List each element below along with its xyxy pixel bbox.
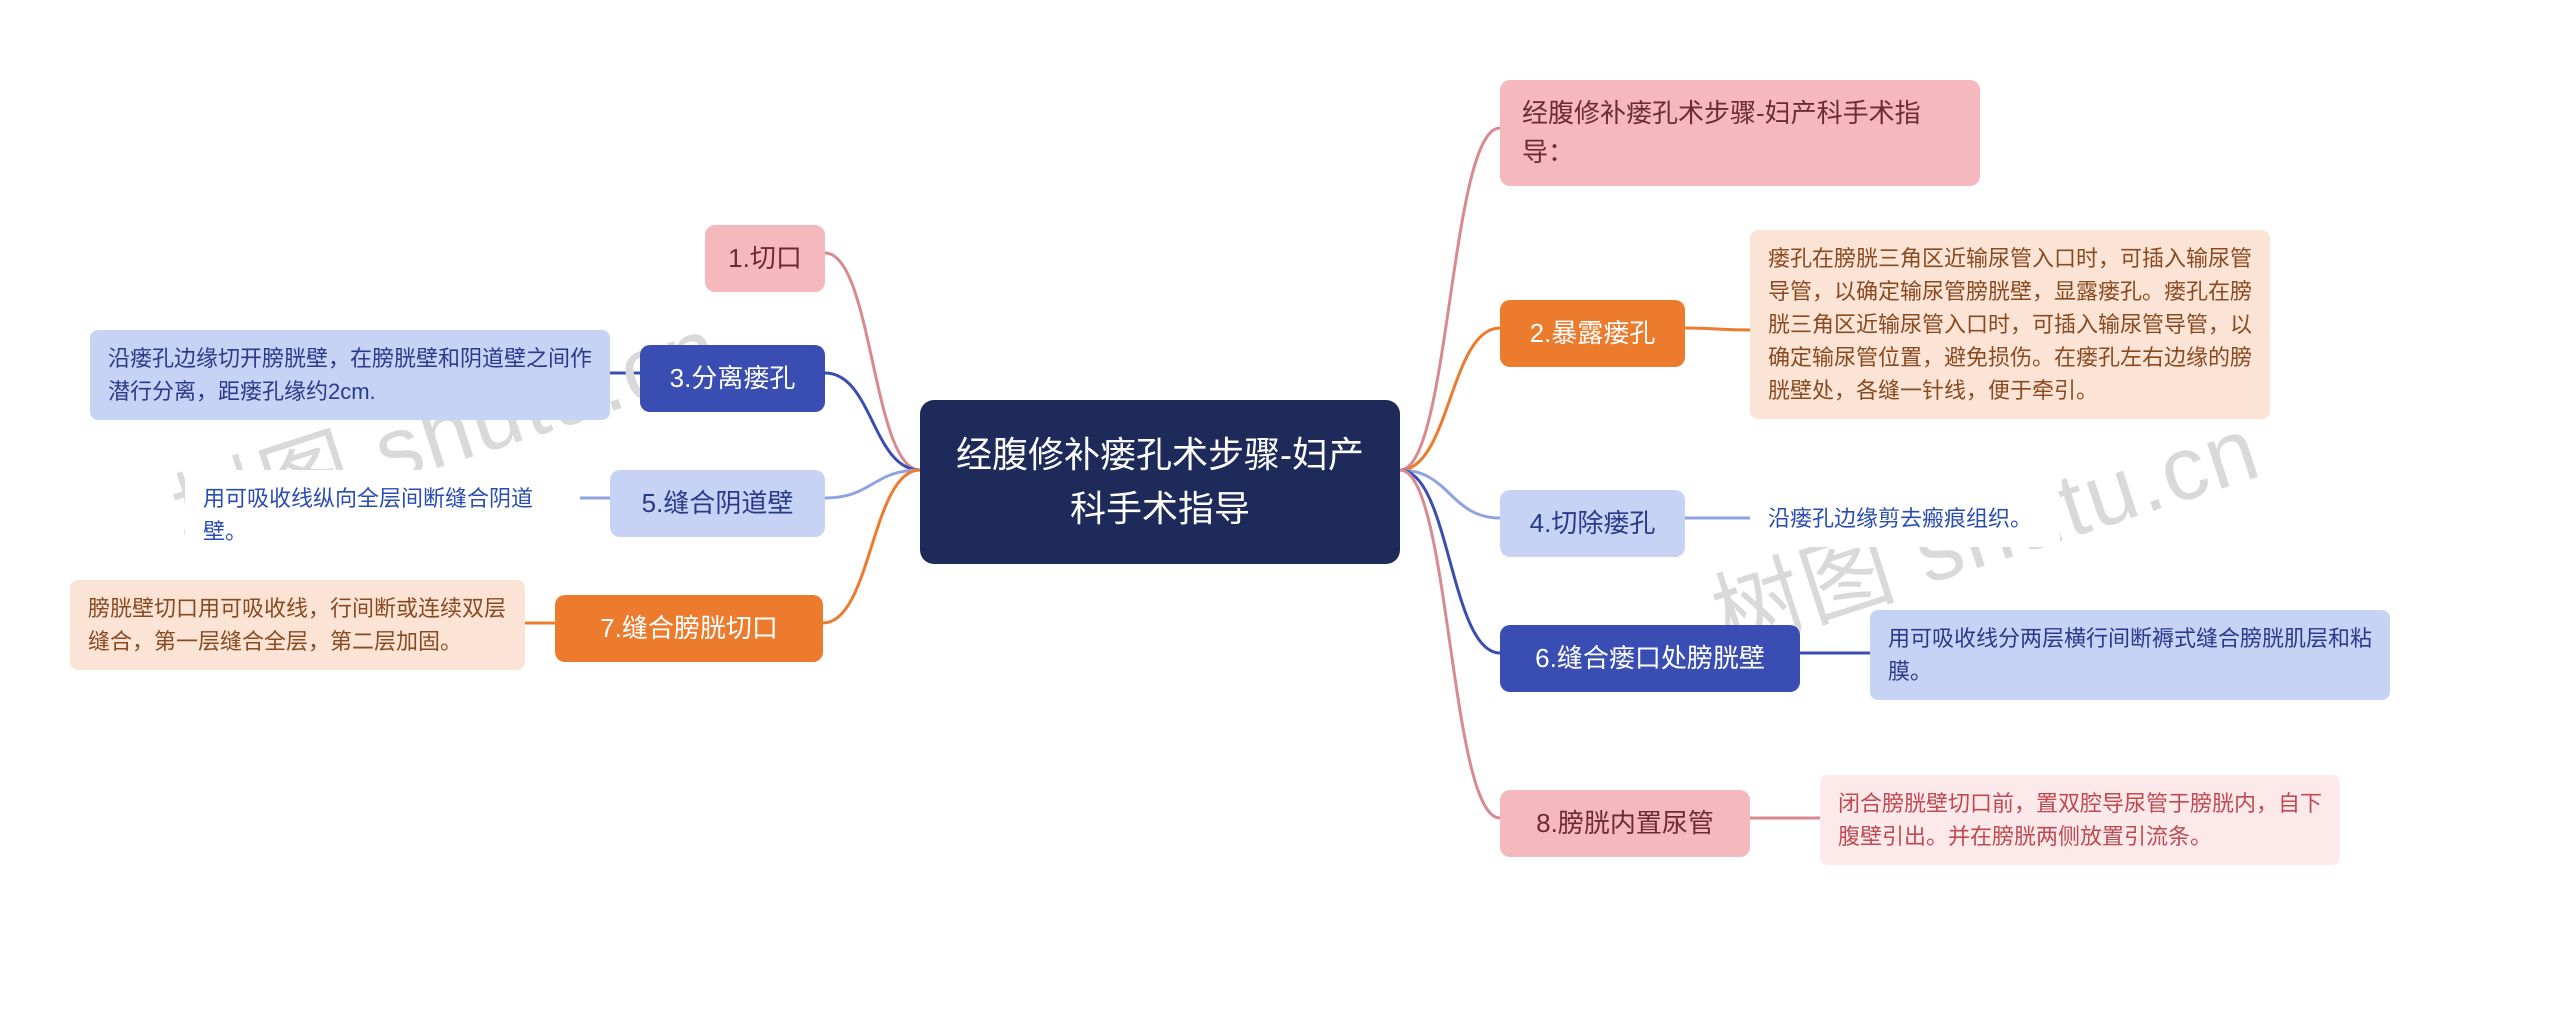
node-right-header: 经腹修补瘘孔术步骤-妇产科手术指导： <box>1500 80 1980 186</box>
mindmap-canvas: 树图 shutu.cn 树图 shutu.cn 经腹修补瘘孔术步骤-妇产科手术指… <box>0 0 2560 1018</box>
node-left-1: 1.切口 <box>705 225 825 292</box>
node-right-2: 2.暴露瘘孔 <box>1500 300 1685 367</box>
leaf-right-4: 沿瘘孔边缘剪去瘢痕组织。 <box>1750 490 2060 547</box>
root-node: 经腹修补瘘孔术步骤-妇产科手术指导 <box>920 400 1400 564</box>
node-left-5: 5.缝合阴道壁 <box>610 470 825 537</box>
node-left-7: 7.缝合膀胱切口 <box>555 595 823 662</box>
node-right-8: 8.膀胱内置尿管 <box>1500 790 1750 857</box>
node-left-3: 3.分离瘘孔 <box>640 345 825 412</box>
leaf-left-5: 用可吸收线纵向全层间断缝合阴道壁。 <box>185 470 580 560</box>
leaf-right-6: 用可吸收线分两层横行间断褥式缝合膀胱肌层和粘膜。 <box>1870 610 2390 700</box>
node-right-4: 4.切除瘘孔 <box>1500 490 1685 557</box>
leaf-right-8: 闭合膀胱壁切口前，置双腔导尿管于膀胱内，自下腹壁引出。并在膀胱两侧放置引流条。 <box>1820 775 2340 865</box>
leaf-right-2: 瘘孔在膀胱三角区近输尿管入口时，可插入输尿管导管，以确定输尿管膀胱壁，显露瘘孔。… <box>1750 230 2270 419</box>
node-right-6: 6.缝合瘘口处膀胱壁 <box>1500 625 1800 692</box>
leaf-left-3: 沿瘘孔边缘切开膀胱壁，在膀胱壁和阴道壁之间作潜行分离，距瘘孔缘约2cm. <box>90 330 610 420</box>
leaf-left-7: 膀胱壁切口用可吸收线，行间断或连续双层缝合，第一层缝合全层，第二层加固。 <box>70 580 525 670</box>
